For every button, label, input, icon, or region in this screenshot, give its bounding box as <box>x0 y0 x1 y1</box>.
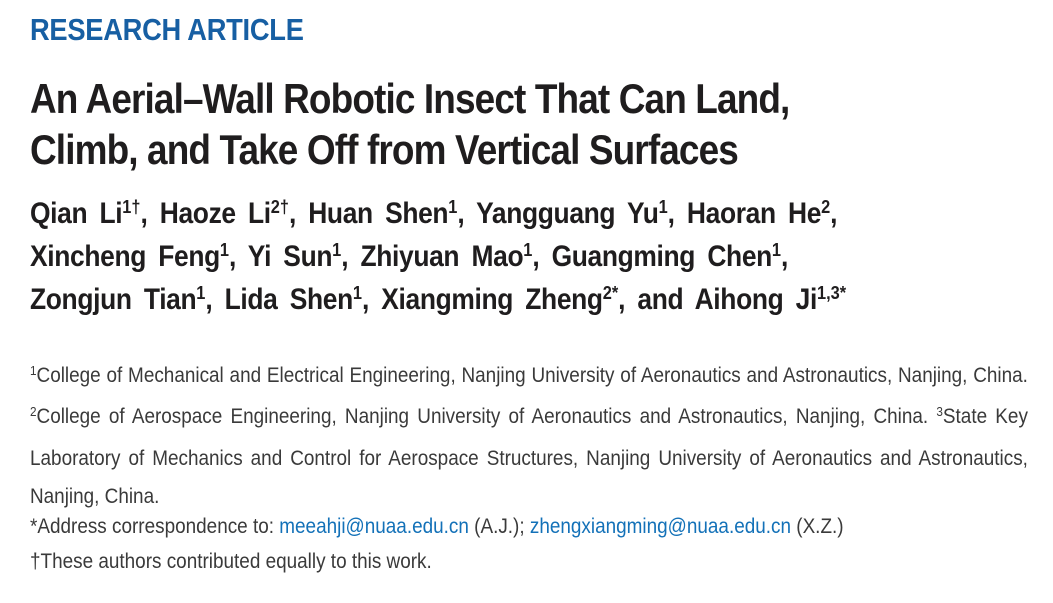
article-title: An Aerial–Wall Robotic Insect That Can L… <box>30 73 1028 175</box>
author-superscript: 2† <box>270 196 289 218</box>
author-name: Zongjun Tian <box>30 283 197 316</box>
author-block: Qian Li1†, Haoze Li2†, Huan Shen1, Yangg… <box>30 194 1028 323</box>
author-superscript: 1† <box>122 196 141 218</box>
correspondence-line: *Address correspondence to: meeahji@nuaa… <box>30 514 844 538</box>
affiliation-superscript: 2 <box>30 404 37 420</box>
author-name: Huan Shen <box>308 197 449 230</box>
author-line: Zongjun Tian1, Lida Shen1, Xiangming Zhe… <box>30 282 847 316</box>
article-title-line-2: Climb, and Take Off from Vertical Surfac… <box>30 126 739 173</box>
author-name: Haoze Li <box>159 197 271 230</box>
email-link-aj[interactable]: meeahji@nuaa.edu.cn <box>279 514 469 538</box>
author-name: Lida Shen <box>224 283 354 316</box>
author-name: Haoran He <box>686 197 822 230</box>
author-superscript: 1 <box>196 282 206 304</box>
email-link-xz[interactable]: zhengxiangming@nuaa.edu.cn <box>529 514 792 538</box>
author-name: Yi Sun <box>247 240 333 273</box>
author-superscript: 1 <box>219 239 230 261</box>
author-line: Xincheng Feng1, Yi Sun1, Zhiyuan Mao1, G… <box>30 239 789 273</box>
footer-notes: *Address correspondence to: meeahji@nuaa… <box>30 509 1028 579</box>
author-name: Guangming Chen <box>551 240 773 273</box>
author-superscript: 1 <box>448 196 458 218</box>
author-superscript: 1 <box>352 282 362 304</box>
section-kicker: RESEARCH ARTICLE <box>30 12 304 47</box>
author-superscript: 2* <box>602 282 619 304</box>
author-superscript: 1 <box>771 239 782 261</box>
affiliations: 1College of Mechanical and Electrical En… <box>30 362 1028 509</box>
article-title-line-1: An Aerial–Wall Robotic Insect That Can L… <box>30 75 790 122</box>
author-line: Qian Li1†, Haoze Li2†, Huan Shen1, Yangg… <box>30 196 838 230</box>
equal-contribution-note: †These authors contributed equally to th… <box>30 549 432 573</box>
article-header: RESEARCH ARTICLE An Aerial–Wall Robotic … <box>30 0 1028 603</box>
affiliation-superscript: 3 <box>936 404 943 420</box>
author-superscript: 1 <box>658 196 668 218</box>
author-name: Yangguang Yu <box>476 197 659 230</box>
author-name: and Aihong Ji <box>637 283 817 316</box>
author-name: Qian Li <box>30 197 123 230</box>
author-name: Xincheng Feng <box>30 240 220 273</box>
author-superscript: 1 <box>523 239 533 261</box>
author-superscript: 1 <box>332 239 342 261</box>
author-name: Xiangming Zheng <box>381 283 603 316</box>
author-name: Zhiyuan Mao <box>360 240 524 273</box>
author-superscript: 1,3* <box>816 282 847 304</box>
author-superscript: 2 <box>821 196 831 218</box>
affiliation-superscript: 1 <box>30 362 37 378</box>
